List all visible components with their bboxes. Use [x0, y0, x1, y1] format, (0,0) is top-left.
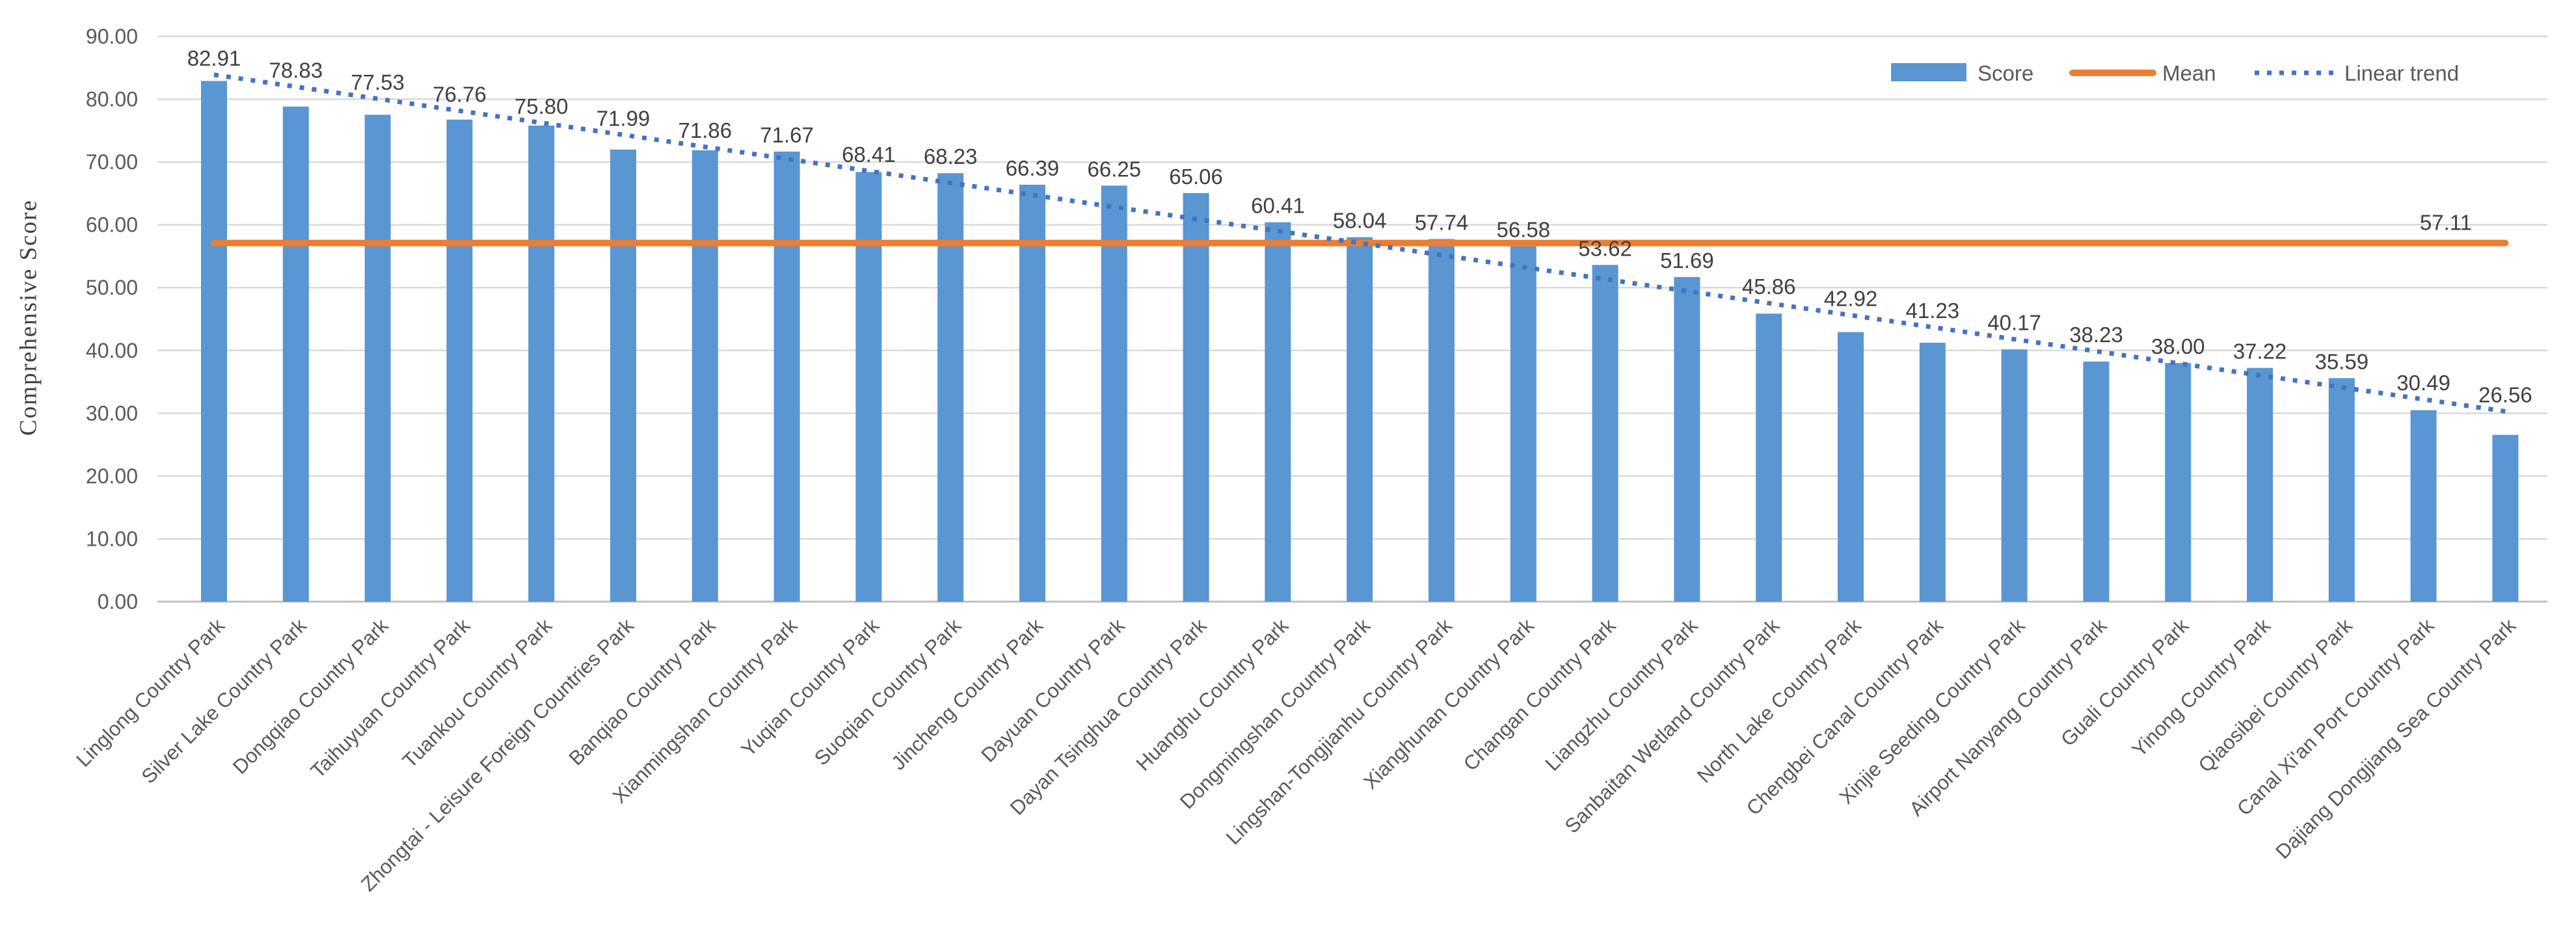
- bar[interactable]: [201, 81, 227, 602]
- bar-value-label: 38.23: [2069, 323, 2123, 347]
- bar[interactable]: [1265, 222, 1291, 602]
- bar-value-label: 45.86: [1742, 274, 1796, 299]
- bar[interactable]: [2328, 378, 2355, 602]
- category-label: Banqiao Country Park: [565, 614, 721, 770]
- category-label: Huanghu Country Park: [1132, 614, 1293, 775]
- y-tick-label: 10.00: [86, 527, 138, 550]
- bar-value-label: 76.76: [433, 82, 487, 106]
- bar-value-label: 56.58: [1497, 218, 1551, 242]
- bar[interactable]: [282, 106, 309, 602]
- bar-value-label: 38.00: [2151, 334, 2205, 358]
- bar[interactable]: [1919, 342, 1946, 602]
- category-label: Xianghunan Country Park: [1359, 614, 1538, 794]
- y-tick-label: 90.00: [86, 25, 138, 48]
- bar[interactable]: [1019, 184, 1045, 602]
- y-axis-title: Comprehensive Score: [15, 199, 42, 436]
- legend-mean-label[interactable]: Mean: [2162, 61, 2216, 85]
- bar[interactable]: [2247, 368, 2273, 602]
- bar[interactable]: [1510, 246, 1536, 602]
- bar[interactable]: [364, 114, 391, 602]
- category-label: Changan Country Park: [1459, 614, 1620, 775]
- bar[interactable]: [2492, 434, 2519, 602]
- category-label: Linglong Country Park: [72, 614, 229, 771]
- category-label: Liangzhu Country Park: [1541, 614, 1702, 775]
- category-label: Suoqian Country Park: [810, 614, 966, 770]
- bar[interactable]: [610, 149, 636, 602]
- bar-value-label: 57.74: [1415, 210, 1469, 234]
- bar[interactable]: [1838, 332, 1864, 602]
- y-tick-label: 70.00: [86, 150, 138, 174]
- y-tick-label: 20.00: [86, 464, 138, 488]
- y-tick-label: 60.00: [86, 213, 138, 237]
- bar-value-label: 60.41: [1251, 194, 1305, 218]
- bar[interactable]: [1592, 265, 1618, 602]
- bar-value-label: 66.25: [1088, 157, 1142, 181]
- bar-value-label: 77.53: [351, 70, 405, 94]
- y-tick-label: 40.00: [86, 339, 138, 362]
- category-label: Dayuan Country Park: [976, 614, 1129, 767]
- category-label: Dongqiao Country Park: [228, 614, 393, 779]
- bar-value-label: 37.22: [2233, 340, 2287, 364]
- legend-trend-label[interactable]: Linear trend: [2344, 61, 2459, 85]
- bar-value-label: 68.41: [842, 142, 896, 167]
- mean-value-label: 57.11: [2420, 211, 2472, 235]
- bar-value-label: 82.91: [187, 46, 241, 70]
- category-label: Jincheng Country Park: [887, 614, 1047, 775]
- bar[interactable]: [2083, 361, 2110, 602]
- bar-value-label: 26.56: [2478, 382, 2532, 407]
- bar-value-label: 51.69: [1660, 248, 1714, 273]
- bar-value-label: 71.99: [597, 106, 651, 130]
- y-tick-label: 30.00: [86, 401, 138, 425]
- bar[interactable]: [773, 151, 800, 602]
- y-tick-label: 50.00: [86, 276, 138, 299]
- bar-value-label: 66.39: [1006, 156, 1060, 180]
- bar-value-label: 53.62: [1578, 236, 1632, 260]
- bar[interactable]: [2165, 363, 2192, 602]
- bar-value-label: 35.59: [2315, 349, 2369, 373]
- bar-value-label: 65.06: [1169, 165, 1223, 189]
- bar[interactable]: [2410, 410, 2437, 602]
- bar-value-label: 71.86: [678, 118, 732, 142]
- bar[interactable]: [1183, 193, 1209, 602]
- bar[interactable]: [691, 150, 718, 602]
- bar[interactable]: [1347, 237, 1373, 602]
- category-label: North Lake Country Park: [1693, 614, 1866, 787]
- bar-value-label: 58.04: [1333, 209, 1387, 233]
- bar-value-label: 78.83: [269, 58, 323, 82]
- category-label: Yinong Country Park: [2128, 614, 2275, 762]
- bar[interactable]: [855, 172, 882, 602]
- bar[interactable]: [1429, 239, 1455, 602]
- bar-value-label: 40.17: [1987, 311, 2041, 335]
- category-label: Yuqian Country Park: [737, 614, 884, 761]
- bar-value-label: 71.67: [760, 123, 814, 147]
- bar[interactable]: [1756, 314, 1782, 602]
- bar[interactable]: [1101, 185, 1127, 602]
- bar-value-label: 30.49: [2396, 371, 2450, 395]
- bar[interactable]: [2001, 349, 2028, 602]
- y-tick-label: 80.00: [86, 88, 138, 111]
- bar[interactable]: [1674, 276, 1700, 602]
- bar[interactable]: [446, 119, 473, 602]
- bar[interactable]: [937, 173, 964, 602]
- category-label: Taihuyuan Country Park: [306, 614, 475, 782]
- trend-line: [213, 72, 2506, 414]
- category-label: Qiaosibei Country Park: [2194, 614, 2357, 777]
- category-label: Tuankou Country Park: [398, 614, 557, 773]
- bar[interactable]: [528, 126, 555, 602]
- category-label: Silver Lake Country Park: [137, 614, 312, 788]
- legend-score-label[interactable]: Score: [1978, 61, 2033, 85]
- y-tick-label: 0.00: [98, 590, 138, 613]
- bar-value-label: 41.23: [1906, 299, 1960, 323]
- legend-score-swatch: [1891, 63, 1966, 81]
- bar-value-label: 42.92: [1824, 287, 1878, 311]
- bar-value-label: 68.23: [924, 144, 978, 168]
- bar-value-label: 75.80: [515, 94, 569, 118]
